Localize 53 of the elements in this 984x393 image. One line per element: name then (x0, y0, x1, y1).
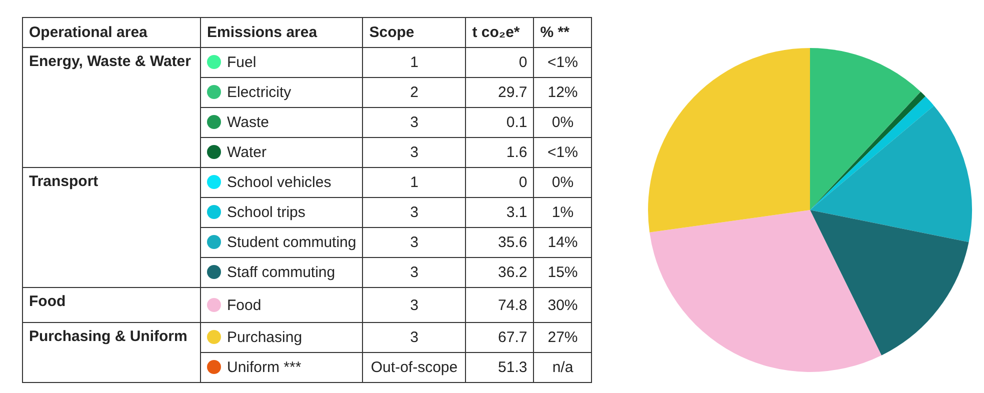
text: 2 (362, 78, 466, 108)
data-label: 1.6 (466, 138, 534, 168)
text: 3 (362, 258, 466, 288)
text: 0% (534, 168, 592, 198)
text: 3 (362, 198, 466, 228)
text: 3 (362, 228, 466, 258)
data-label: 36.2 (466, 258, 534, 288)
text: Transport (22, 168, 200, 288)
text: 0% (534, 108, 592, 138)
text: 1 (362, 48, 466, 78)
text: 12% (534, 78, 592, 108)
data-label: 0.1 (466, 108, 534, 138)
legend-label: Waste (200, 108, 363, 138)
text: <1% (534, 138, 592, 168)
data-label: 29.7 (466, 78, 534, 108)
text: n/a (534, 352, 592, 382)
text: 0 (518, 174, 528, 191)
text: % ** (534, 18, 592, 48)
data-label: 74.8 (466, 288, 534, 322)
text: Out-of-scope (362, 352, 466, 382)
legend-label: Electricity (200, 78, 363, 108)
legend-label: School trips (200, 198, 363, 228)
data-label: 3.1 (466, 198, 534, 228)
text: Purchasing & Uniform (22, 322, 200, 382)
text: 51.3 (498, 359, 528, 376)
text: 27% (534, 322, 592, 352)
text: Scope (362, 18, 466, 48)
text: 3 (362, 288, 466, 322)
legend-label: Student commuting (200, 228, 363, 258)
text: 3 (362, 108, 466, 138)
legend-label: Food (200, 288, 363, 322)
text: Emissions area (200, 18, 363, 48)
text: 15% (534, 258, 592, 288)
legend-label: School vehicles (200, 168, 363, 198)
text: t co₂e* (466, 18, 534, 48)
data-label: 67.7 (466, 322, 534, 352)
legend-label: Fuel (200, 48, 363, 78)
legend-label: Uniform *** (200, 352, 363, 382)
text: 1% (534, 198, 592, 228)
text: <1% (534, 48, 592, 78)
text: Energy, Waste & Water (22, 48, 200, 168)
legend-label: Purchasing (200, 322, 363, 352)
text: 30% (534, 288, 592, 322)
data-label: 35.6 (466, 228, 534, 258)
legend-label: Staff commuting (200, 258, 363, 288)
text: 3 (362, 138, 466, 168)
text: 0 (518, 54, 528, 71)
text: 1 (362, 168, 466, 198)
legend-label: Water (200, 138, 363, 168)
text: 14% (534, 228, 592, 258)
text: 3 (362, 322, 466, 352)
text: Food (22, 288, 200, 322)
text: Operational area (22, 18, 200, 48)
